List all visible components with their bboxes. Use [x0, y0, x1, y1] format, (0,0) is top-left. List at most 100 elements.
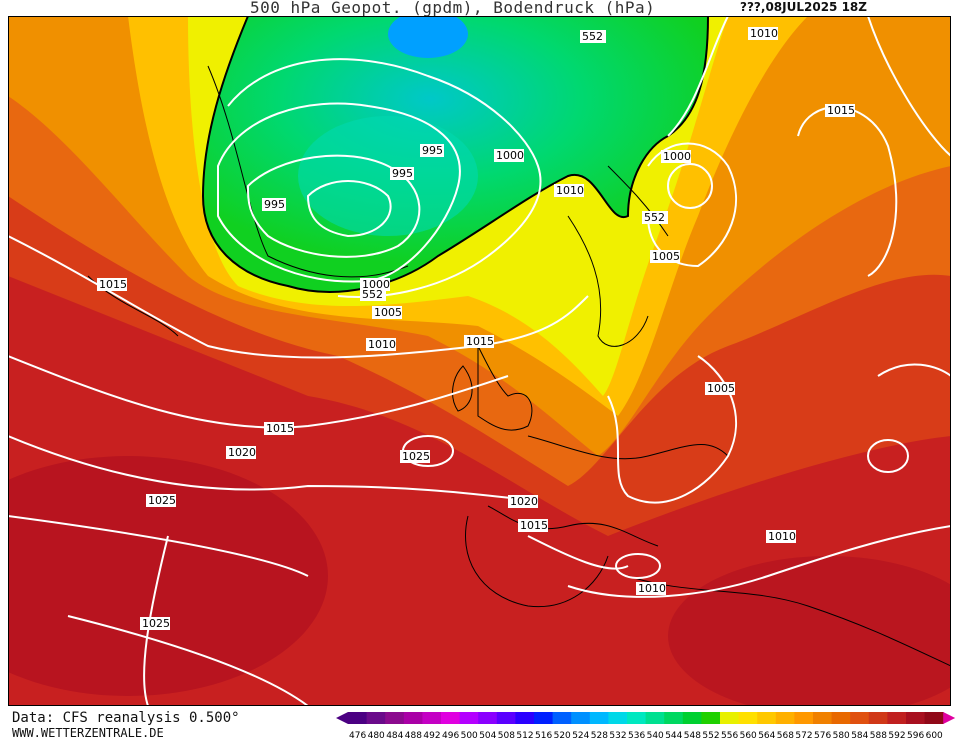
svg-text:1015: 1015: [266, 422, 294, 435]
legend-swatch: [887, 712, 907, 724]
isobar-label: 1015: [518, 519, 548, 532]
isobar-label: 1010: [636, 582, 666, 595]
svg-text:1015: 1015: [466, 335, 494, 348]
svg-text:1025: 1025: [148, 494, 176, 507]
svg-text:1025: 1025: [142, 617, 170, 630]
legend-swatch: [608, 712, 628, 724]
legend-tick-label: 532: [609, 731, 626, 740]
website-label: WWW.WETTERZENTRALE.DE: [12, 726, 164, 740]
legend-tick-label: 552: [702, 731, 719, 740]
isobar-label: 552: [360, 288, 386, 301]
legend-swatch: [794, 712, 814, 724]
legend-tick-label: 504: [479, 731, 496, 740]
svg-text:1005: 1005: [652, 250, 680, 263]
legend-swatch: [775, 712, 795, 724]
legend-tick-label: 564: [758, 731, 775, 740]
legend-tick-label: 508: [498, 731, 515, 740]
isobar-label: 1015: [464, 335, 494, 348]
legend-swatch: [478, 712, 498, 724]
color-legend: 476 480 484 488 492 496 500 504 508 512 516 520 524 5…: [336, 712, 956, 740]
isobar-label: 552: [642, 211, 668, 224]
svg-text:1015: 1015: [827, 104, 855, 117]
legend-swatch: [459, 712, 479, 724]
legend-arrow-left: [336, 712, 348, 724]
isobar-label: 1005: [705, 382, 735, 395]
legend-tick-label: 580: [833, 731, 850, 740]
isobar-label: 1010: [766, 530, 796, 543]
svg-text:1020: 1020: [510, 495, 538, 508]
legend-tick-label: 584: [851, 731, 868, 740]
legend-tick-label: 596: [907, 731, 924, 740]
map-frame: [8, 16, 951, 706]
legend-tick-label: 492: [423, 731, 440, 740]
svg-text:995: 995: [264, 198, 285, 211]
weather-map: 552 1010 1015 995 1000 995 995 1000 1010…: [8, 16, 951, 706]
isobar-label: 1015: [264, 422, 294, 435]
legend-tick-label: 556: [721, 731, 738, 740]
isobar-label: 1005: [372, 306, 402, 319]
svg-text:1010: 1010: [638, 582, 666, 595]
legend-swatch: [738, 712, 758, 724]
isobar-label: 1015: [825, 104, 855, 117]
legend-swatch: [831, 712, 851, 724]
legend-swatch: [906, 712, 926, 724]
legend-tick-label: 572: [795, 731, 812, 740]
legend-swatch: [682, 712, 702, 724]
legend-swatch: [720, 712, 740, 724]
svg-text:1000: 1000: [362, 278, 390, 291]
isobar-label: 1000: [360, 278, 390, 291]
legend-tick-label: 544: [665, 731, 682, 740]
legend-tick-label: 568: [777, 731, 794, 740]
svg-text:1010: 1010: [368, 338, 396, 351]
isobar-label: 1025: [146, 494, 176, 507]
svg-text:552: 552: [644, 211, 665, 224]
map-title: 500 hPa Geopot. (gpdm), Bodendruck (hPa): [250, 0, 656, 17]
isobar-label: 1000: [661, 150, 691, 163]
legend-tick-label: 600: [926, 731, 943, 740]
legend-swatch: [534, 712, 554, 724]
legend-tick-label: 484: [386, 731, 403, 740]
legend-swatch: [701, 712, 721, 724]
legend-tick-label: 488: [405, 731, 422, 740]
isobar-label: 552: [580, 30, 606, 43]
isobar-label: 1020: [226, 446, 256, 459]
isobar-label: 1025: [400, 450, 430, 463]
legend-tick-label: 588: [870, 731, 887, 740]
legend-swatch: [757, 712, 777, 724]
svg-text:995: 995: [422, 144, 443, 157]
valid-time-label: ???,08JUL2025 18Z: [740, 0, 867, 14]
isobar-label: 1000: [494, 149, 524, 162]
legend-tick-label: 516: [535, 731, 552, 740]
svg-text:552: 552: [582, 30, 603, 43]
isobar-label: 1025: [140, 617, 170, 630]
legend-tick-label: 536: [628, 731, 645, 740]
svg-text:1015: 1015: [99, 278, 127, 291]
legend-tick-label: 548: [684, 731, 701, 740]
legend-swatch: [348, 712, 368, 724]
legend-tick-label: 500: [461, 731, 478, 740]
svg-text:552: 552: [362, 288, 383, 301]
data-source-label: Data: CFS reanalysis 0.500°: [12, 710, 240, 726]
legend-tick-label: 512: [516, 731, 533, 740]
legend-swatch: [441, 712, 461, 724]
high-core-dark: [8, 456, 328, 696]
legend-tick-label: 540: [647, 731, 664, 740]
isobar-label: 995: [390, 167, 414, 180]
isobar-label: 1015: [97, 278, 127, 291]
svg-text:1010: 1010: [750, 27, 778, 40]
legend-swatch: [850, 712, 870, 724]
legend-swatch: [422, 712, 442, 724]
legend-arrow-right: [943, 712, 956, 724]
isobar-label: 1005: [650, 250, 680, 263]
svg-text:1005: 1005: [707, 382, 735, 395]
legend-tick-label: 520: [554, 731, 571, 740]
legend-swatch: [366, 712, 386, 724]
legend-swatch: [589, 712, 609, 724]
legend-swatch: [515, 712, 535, 724]
isobar-label: 995: [262, 198, 286, 211]
svg-text:1020: 1020: [228, 446, 256, 459]
svg-text:1005: 1005: [374, 306, 402, 319]
legend-swatch: [645, 712, 665, 724]
legend-swatch: [627, 712, 647, 724]
svg-text:1000: 1000: [663, 150, 691, 163]
